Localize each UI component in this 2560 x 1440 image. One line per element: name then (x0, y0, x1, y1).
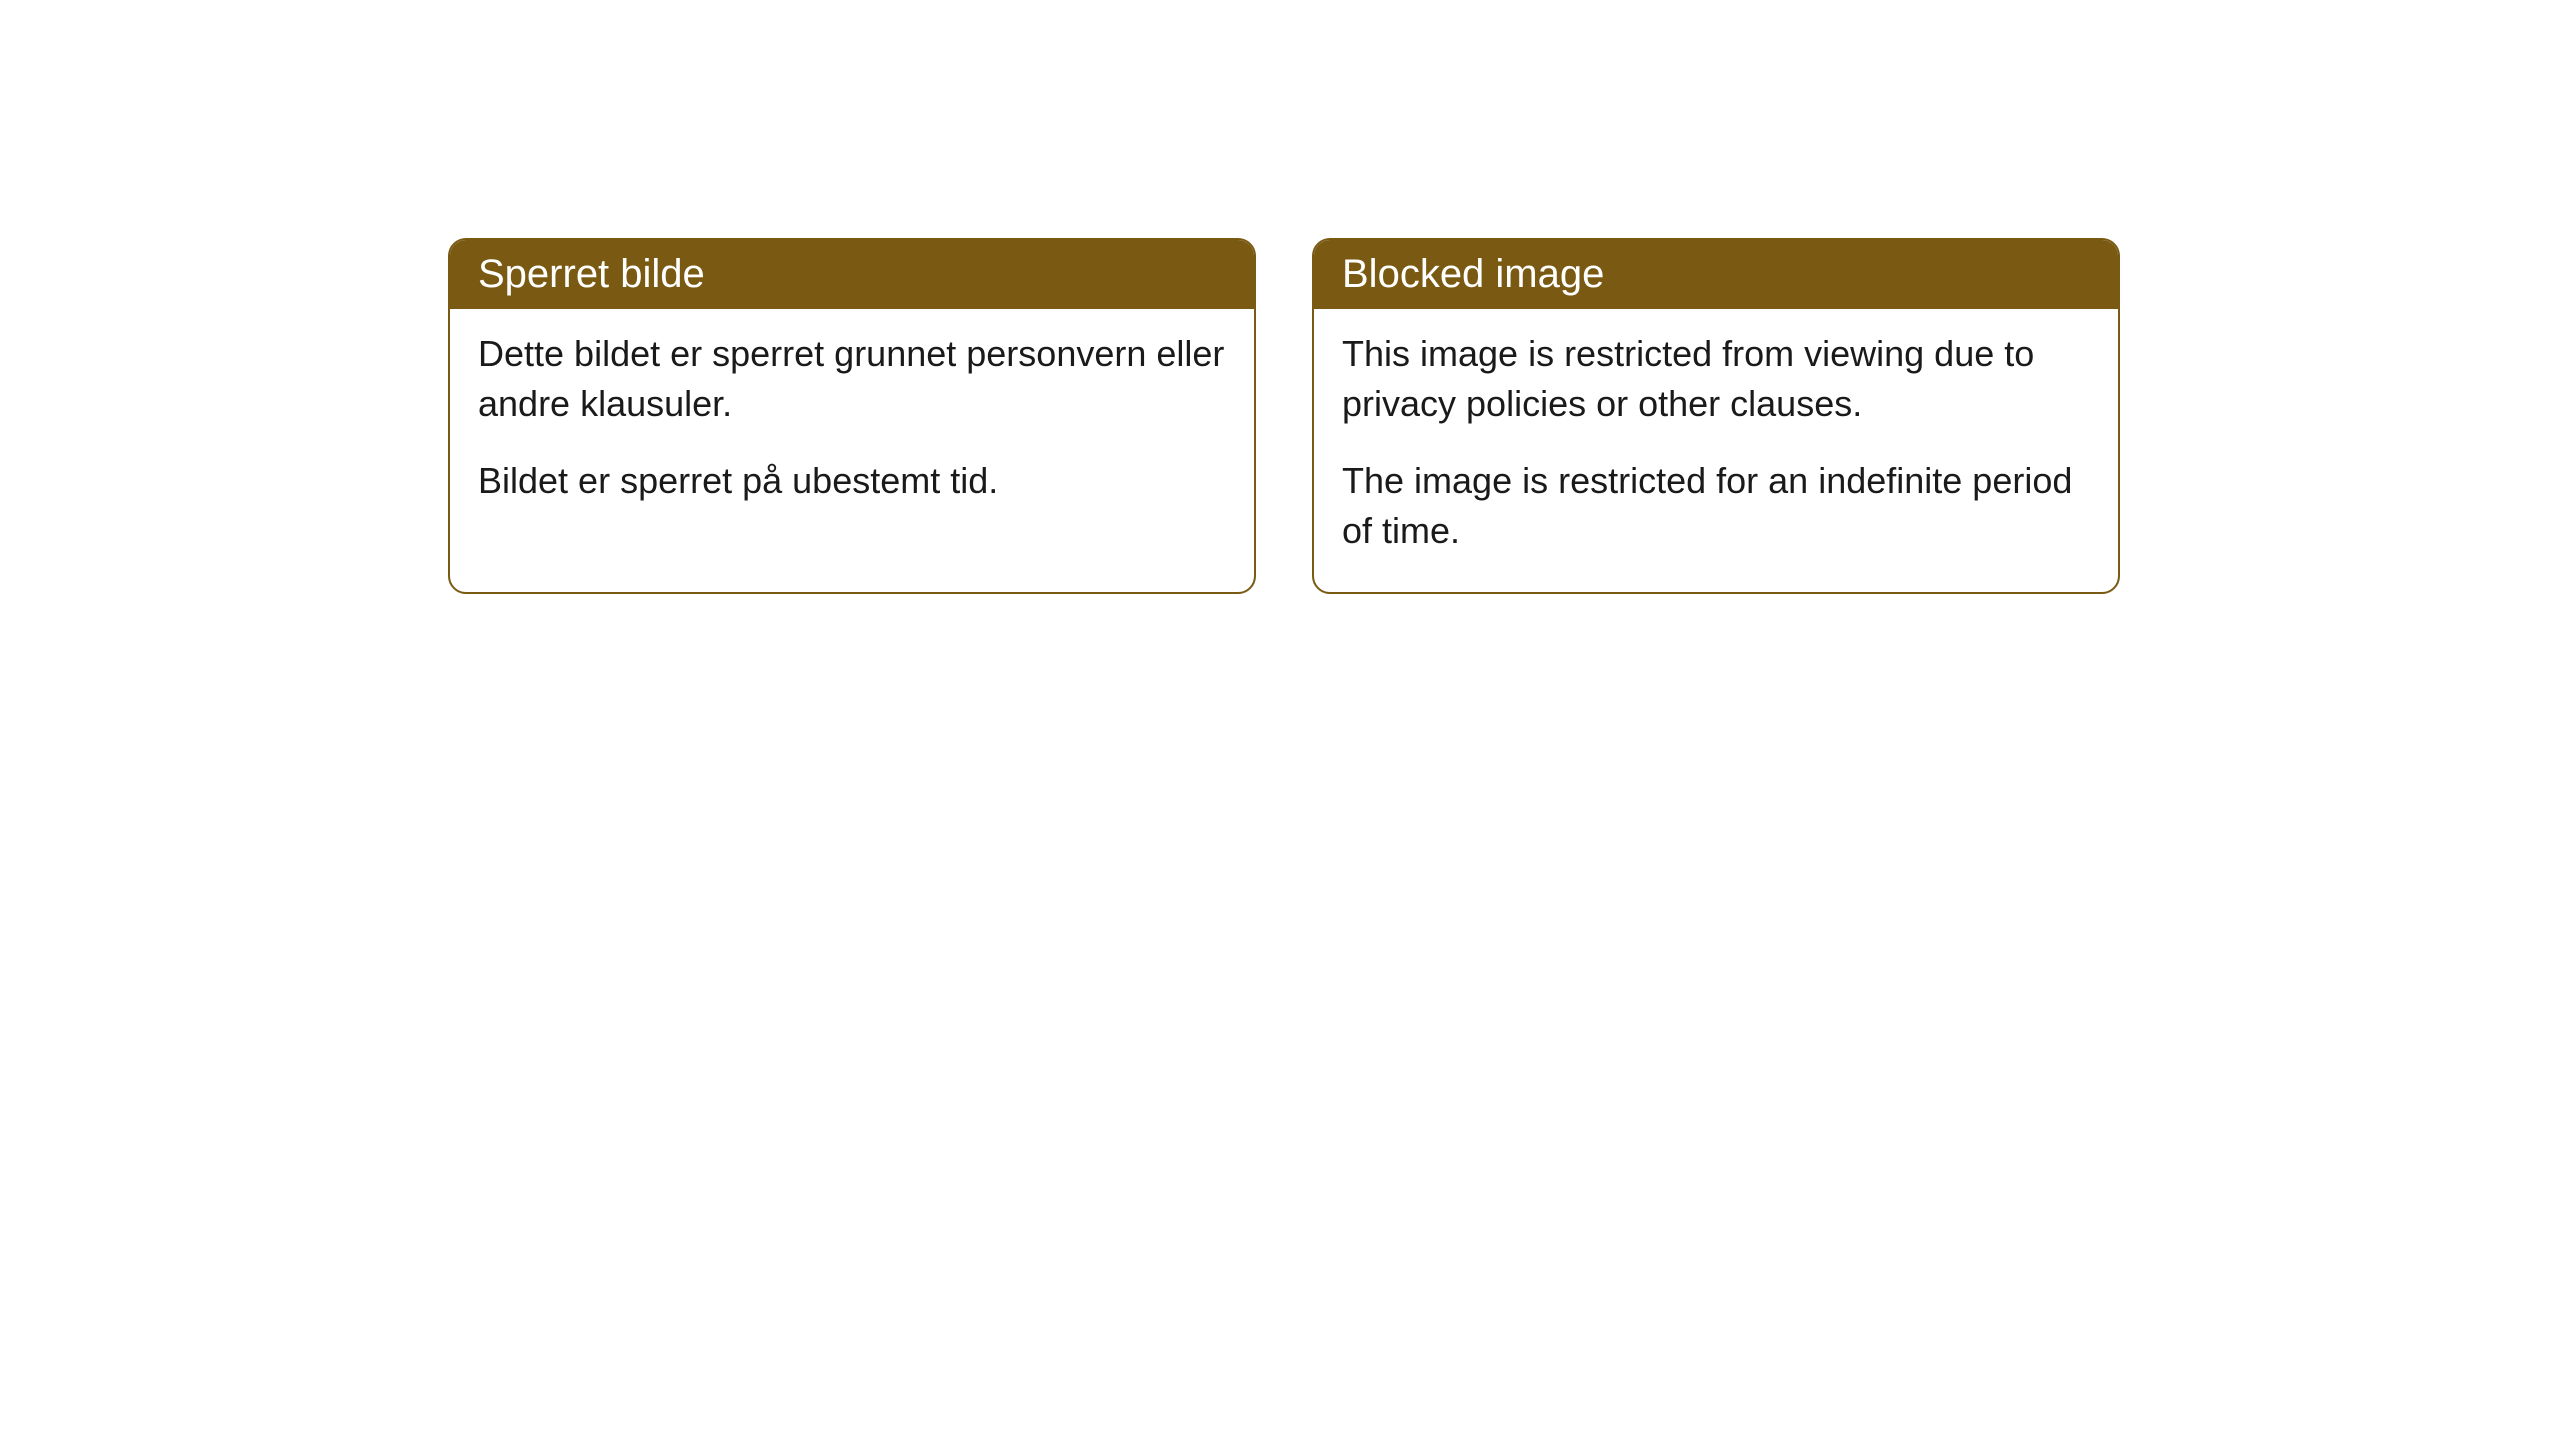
card-title: Sperret bilde (478, 252, 705, 296)
notice-card-english: Blocked image This image is restricted f… (1312, 238, 2120, 594)
card-header: Blocked image (1314, 240, 2118, 309)
notice-container: Sperret bilde Dette bildet er sperret gr… (448, 238, 2120, 594)
card-title: Blocked image (1342, 252, 1604, 296)
notice-card-norwegian: Sperret bilde Dette bildet er sperret gr… (448, 238, 1256, 594)
card-paragraph: The image is restricted for an indefinit… (1342, 456, 2090, 555)
card-paragraph: Bildet er sperret på ubestemt tid. (478, 456, 1226, 506)
card-body: Dette bildet er sperret grunnet personve… (450, 309, 1254, 542)
card-header: Sperret bilde (450, 240, 1254, 309)
card-body: This image is restricted from viewing du… (1314, 309, 2118, 592)
card-paragraph: This image is restricted from viewing du… (1342, 329, 2090, 428)
card-paragraph: Dette bildet er sperret grunnet personve… (478, 329, 1226, 428)
